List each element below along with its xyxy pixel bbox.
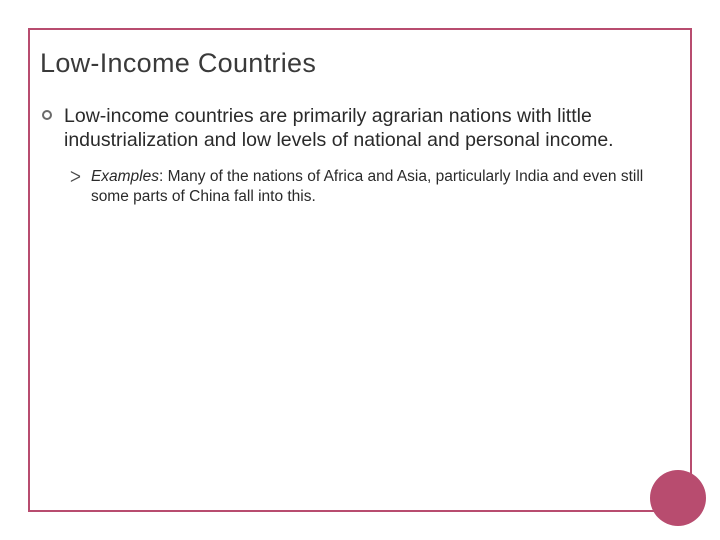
accent-circle-icon — [650, 470, 706, 526]
slide-border — [28, 28, 692, 512]
sub-bullet-item: ᐳ Examples: Many of the nations of Afric… — [70, 167, 678, 207]
swirl-bullet-icon: ᐳ — [70, 168, 81, 187]
slide-title: Low-Income Countries — [40, 48, 316, 79]
sub-bullet-text: Examples: Many of the nations of Africa … — [91, 167, 678, 207]
bullet-text: Low-income countries are primarily agrar… — [64, 104, 678, 153]
sub-bullet-rest: : Many of the nations of Africa and Asia… — [91, 168, 643, 205]
ring-bullet-icon — [42, 110, 52, 120]
bullet-item: Low-income countries are primarily agrar… — [42, 104, 678, 153]
content-area: Low-income countries are primarily agrar… — [42, 104, 678, 207]
sub-bullet-lead: Examples — [91, 168, 159, 185]
